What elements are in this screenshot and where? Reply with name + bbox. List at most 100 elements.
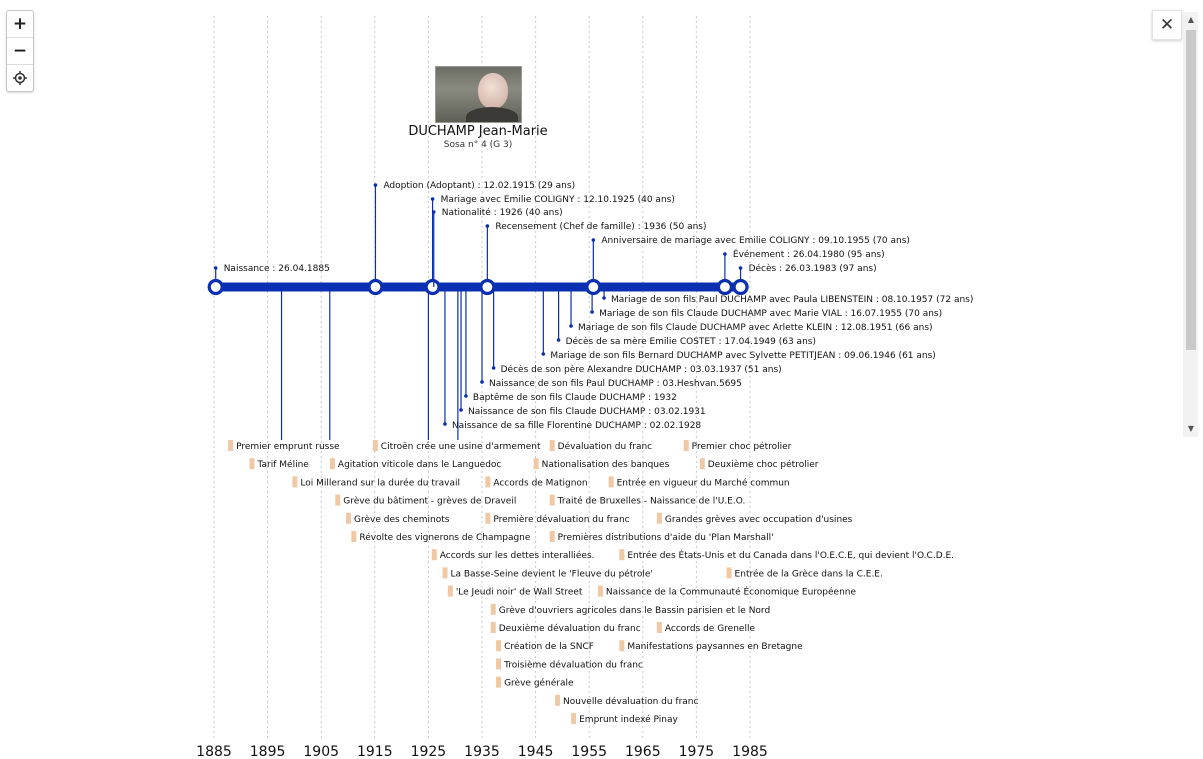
event-dot [480, 380, 484, 384]
history-event-label: Grandes grèves avec occupation d'usines [665, 514, 853, 525]
scrollbar-thumb[interactable] [1186, 30, 1196, 350]
event-dot [485, 224, 490, 228]
life-event-label: Naissance : 26.04.1885 [224, 264, 330, 274]
history-marker [431, 549, 437, 561]
history-event-label: Loi Millerand sur la durée du travail [300, 477, 460, 488]
zoom-in-button[interactable]: + [7, 11, 33, 38]
history-marker [490, 603, 496, 615]
history-marker [619, 549, 625, 561]
history-marker [726, 567, 732, 579]
axis-tick-label: 1925 [411, 744, 447, 759]
event-node[interactable] [424, 278, 441, 296]
history-marker [549, 440, 555, 451]
axis-tick-label: 1955 [571, 744, 607, 759]
event-node[interactable] [716, 278, 734, 296]
event-node[interactable] [585, 278, 602, 296]
history-event-label: Manifestations paysannes en Bretagne [627, 642, 803, 652]
family-event-label: Mariage de son fils Claude DUCHAMP avec … [578, 323, 933, 333]
family-event-label: Naissance de son fils Paul DUCHAMP : 03.… [489, 379, 742, 389]
history-event-label: Citroën crée une usine d'armement [381, 441, 541, 452]
axis-tick-label: 1945 [518, 744, 554, 759]
history-event-label: Troisième dévaluation du franc [503, 659, 643, 670]
event-node[interactable] [732, 278, 749, 296]
family-event-label: Mariage de son fils Paul DUCHAMP avec Pa… [611, 295, 973, 305]
history-event-label: Grève des cheminots [354, 514, 450, 525]
life-event-label: Mariage avec Emilie COLIGNY : 12.10.1925… [441, 195, 675, 205]
family-event-label: Naissance de son fils Claude DUCHAMP : 0… [468, 407, 706, 417]
event-node[interactable] [479, 278, 496, 296]
family-event-label: Décès de son père Alexandre DUCHAMP : 03… [501, 364, 782, 375]
event-dot [591, 238, 596, 242]
history-marker [656, 512, 662, 524]
life-event-label: Nationalité : 1926 (40 ans) [442, 207, 563, 218]
axis-tick-label: 1885 [196, 744, 232, 759]
axis-tick-label: 1935 [464, 744, 500, 759]
life-event-label: Décès : 26.03.1983 (97 ans) [749, 263, 877, 274]
history-event-label: Agitation viticole dans le Languedoc [338, 460, 502, 470]
life-event-label: Recensement (Chef de famille) : 1936 (50… [495, 222, 706, 232]
close-button[interactable]: ✕ [1152, 10, 1182, 40]
history-marker [329, 458, 335, 470]
event-dot [723, 252, 727, 256]
history-event-label: Accords de Matignon [493, 478, 587, 488]
history-event-label: Tarif Méline [257, 459, 310, 470]
history-marker [597, 585, 603, 597]
axis-tick-label: 1985 [732, 744, 768, 759]
history-event-label: Révolte des vignerons de Champagne [359, 532, 531, 543]
history-marker [656, 622, 662, 633]
history-event-label: Nationalisation des banques [542, 460, 670, 470]
history-marker [442, 567, 448, 579]
history-event-label: Naissance de la Communauté Économique Eu… [606, 586, 857, 598]
event-dot [373, 183, 378, 187]
history-event-label: Nouvelle dévaluation du franc [563, 696, 698, 707]
history-marker [372, 440, 378, 451]
event-node[interactable] [207, 278, 224, 296]
history-marker [533, 458, 539, 470]
history-marker [490, 622, 496, 633]
history-event-label: Entrée en vigueur du Marché commun [617, 477, 790, 488]
history-event-label: Accords sur les dettes interalliées. [440, 550, 595, 561]
history-marker [485, 512, 491, 524]
event-dot [590, 310, 594, 314]
event-dot [443, 422, 447, 426]
history-event-label: Entrée des États-Unis et du Canada dans … [627, 549, 954, 561]
history-marker [549, 494, 555, 506]
event-dot [556, 338, 561, 342]
zoom-out-button[interactable]: − [7, 38, 33, 65]
axis-tick-label: 1905 [303, 744, 339, 759]
event-dot [459, 408, 463, 412]
history-marker [683, 440, 689, 451]
history-marker [549, 531, 555, 542]
history-event-label: Emprunt indexé Pinay [579, 714, 678, 725]
event-dot [430, 197, 435, 201]
portrait-shoulders [466, 107, 518, 122]
history-marker [496, 640, 502, 652]
family-event-label: Naissance de sa fille Florentine DUCHAMP… [452, 421, 701, 431]
history-event-label: Deuxième dévaluation du franc [499, 623, 641, 634]
history-marker [485, 476, 491, 488]
history-event-label: Création de la SNCF [504, 641, 594, 652]
portrait-photo [435, 66, 522, 123]
history-marker [619, 640, 625, 652]
event-dot [491, 366, 496, 370]
scroll-down-arrow[interactable]: ▼ [1187, 424, 1195, 433]
scroll-up-arrow[interactable]: ▲ [1187, 15, 1195, 24]
event-node[interactable] [367, 278, 384, 296]
history-marker [699, 458, 705, 470]
family-event-label: Décès de sa mère Emilie COSTET : 17.04.1… [566, 336, 816, 347]
history-marker [496, 658, 502, 670]
history-marker [496, 676, 502, 688]
axis-tick-label: 1915 [357, 744, 393, 759]
history-marker [335, 494, 341, 506]
history-event-label: Grève d'ouvriers agricoles dans le Bassi… [499, 605, 770, 616]
history-event-label: Première dévaluation du franc [493, 514, 629, 525]
recenter-button[interactable] [7, 65, 33, 91]
life-event-label: Anniversaire de mariage avec Emilie COLI… [601, 236, 910, 246]
history-event-label: 'Le Jeudi noir' de Wall Street [456, 588, 583, 598]
history-event-label: Dévaluation du franc [558, 441, 652, 452]
history-event-label: Grève du bâtiment - grèves de Draveil [343, 496, 516, 507]
event-dot [431, 210, 436, 214]
history-marker [608, 476, 614, 488]
history-event-label: Grève générale [504, 678, 574, 689]
